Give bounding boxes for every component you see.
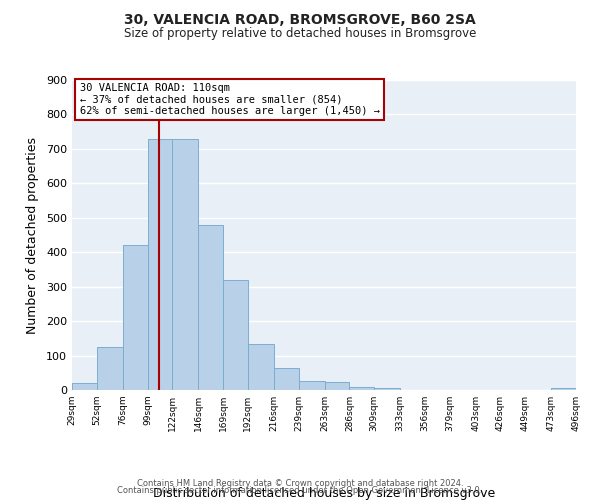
- Bar: [172, 138, 198, 390]
- Bar: [72, 383, 97, 390]
- Bar: [198, 224, 223, 390]
- Bar: [374, 388, 400, 390]
- Bar: [299, 380, 325, 390]
- Text: 30, VALENCIA ROAD, BROMSGROVE, B60 2SA: 30, VALENCIA ROAD, BROMSGROVE, B60 2SA: [124, 12, 476, 26]
- X-axis label: Distribution of detached houses by size in Bromsgrove: Distribution of detached houses by size …: [153, 487, 495, 500]
- Bar: [248, 344, 274, 390]
- Bar: [274, 368, 299, 390]
- Bar: [123, 246, 148, 390]
- Bar: [97, 347, 123, 390]
- Y-axis label: Number of detached properties: Number of detached properties: [26, 136, 39, 334]
- Bar: [148, 138, 172, 390]
- Bar: [551, 388, 576, 390]
- Bar: [349, 386, 374, 390]
- Text: Size of property relative to detached houses in Bromsgrove: Size of property relative to detached ho…: [124, 28, 476, 40]
- Bar: [325, 382, 349, 390]
- Text: Contains public sector information licensed under the Open Government Licence v3: Contains public sector information licen…: [118, 486, 482, 495]
- Bar: [223, 280, 248, 390]
- Text: 30 VALENCIA ROAD: 110sqm
← 37% of detached houses are smaller (854)
62% of semi-: 30 VALENCIA ROAD: 110sqm ← 37% of detach…: [80, 83, 380, 116]
- Text: Contains HM Land Registry data © Crown copyright and database right 2024.: Contains HM Land Registry data © Crown c…: [137, 478, 463, 488]
